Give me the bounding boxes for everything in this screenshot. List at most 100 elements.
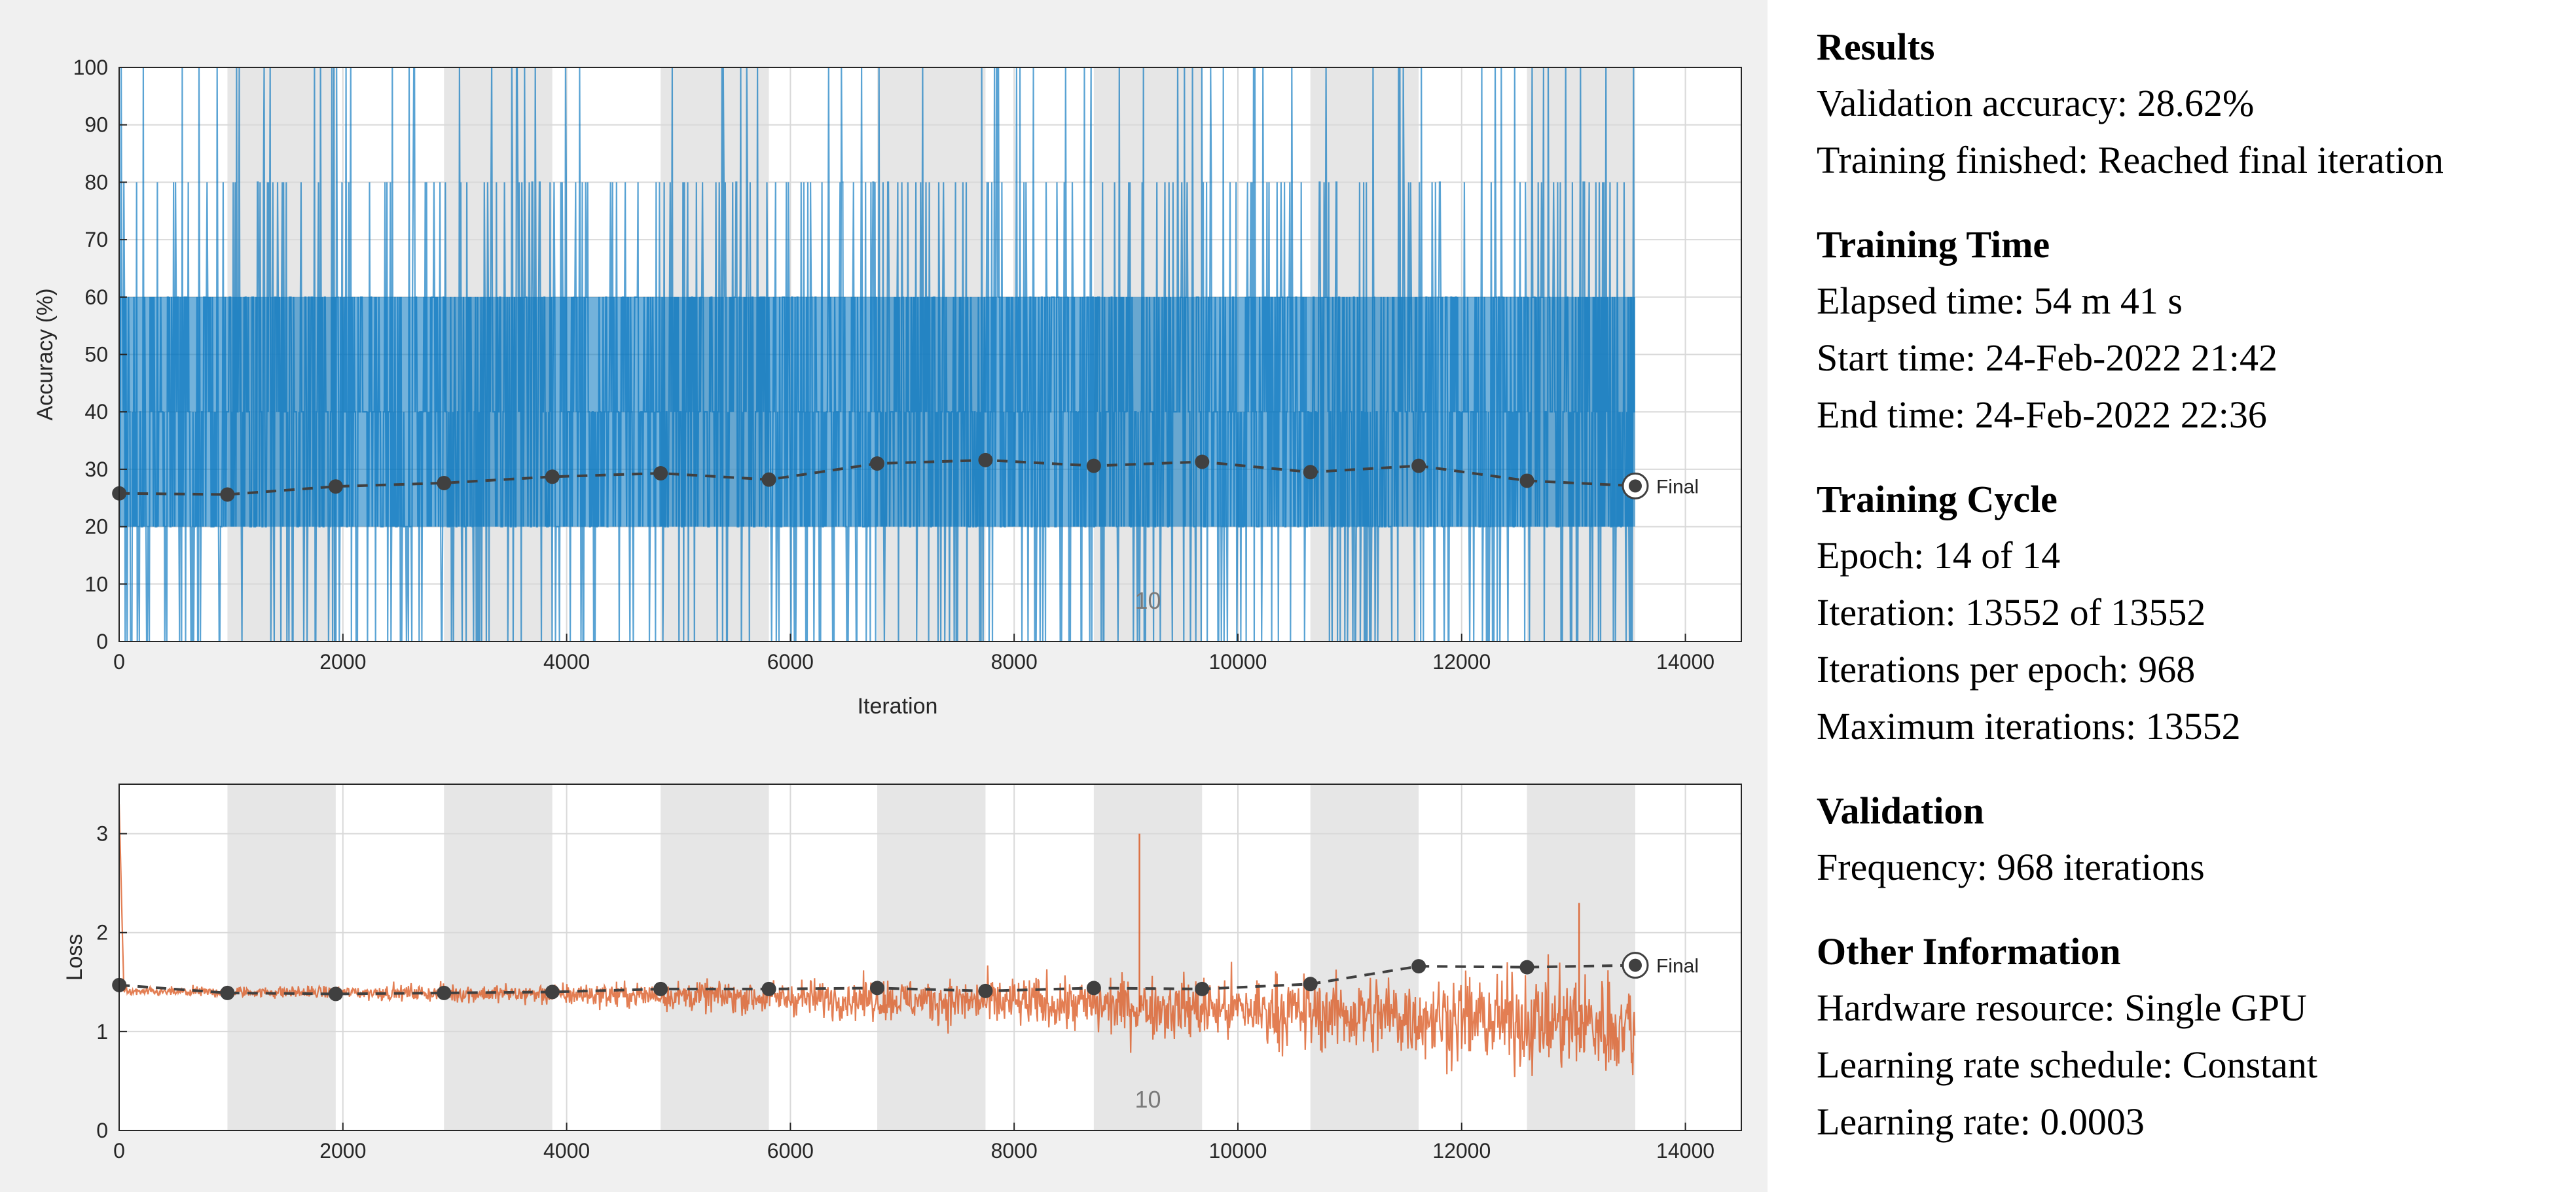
info-line: Training finished: Reached final iterati… — [1817, 139, 2444, 181]
y-tick-label: 10 — [84, 572, 108, 596]
validation-point — [328, 986, 343, 1002]
info-heading: Training Time — [1817, 223, 2050, 266]
y-tick-label: 30 — [84, 458, 108, 481]
validation-point — [545, 984, 560, 1000]
epoch-band — [661, 784, 769, 1130]
epoch-label: 10 — [1135, 587, 1161, 614]
y-tick-label: 100 — [73, 56, 108, 79]
y-axis-label: Accuracy (%) — [33, 288, 58, 420]
info-section-training-time: Training Time Elapsed time: 54 m 41 s Star… — [1817, 217, 2569, 443]
epoch-band — [1093, 784, 1203, 1130]
validation-point — [653, 981, 668, 996]
x-tick-label: 10000 — [1208, 650, 1267, 674]
epoch-label: 10 — [1135, 1086, 1161, 1113]
info-line: Maximum iterations: 13552 — [1817, 705, 2241, 748]
y-tick-label: 60 — [84, 285, 108, 309]
validation-point — [1411, 458, 1426, 473]
info-line: Hardware resource: Single GPU — [1817, 986, 2307, 1029]
x-tick-label: 12000 — [1432, 650, 1491, 674]
validation-point — [1411, 959, 1426, 974]
validation-point — [1519, 473, 1534, 488]
final-label: Final — [1656, 956, 1699, 977]
x-tick-label: 2000 — [319, 650, 366, 674]
x-tick-label: 6000 — [767, 1139, 814, 1163]
info-line: Elapsed time: 54 m 41 s — [1817, 280, 2183, 322]
info-line: Learning rate schedule: Constant — [1817, 1043, 2318, 1086]
y-tick-label: 40 — [84, 400, 108, 424]
info-line: Epoch: 14 of 14 — [1817, 534, 2061, 577]
validation-point — [328, 479, 343, 494]
validation-point — [1086, 458, 1101, 473]
y-tick-label: 50 — [84, 343, 108, 367]
validation-point — [978, 983, 993, 998]
info-line: Start time: 24-Feb-2022 21:42 — [1817, 336, 2277, 379]
epoch-band — [877, 784, 986, 1130]
info-section-other-information: Other Information Hardware resource: Sing… — [1817, 924, 2569, 1150]
info-section-validation: Validation Frequency: 968 iterations — [1817, 784, 2569, 895]
y-tick-label: 2 — [96, 921, 108, 945]
axes-box — [118, 784, 1742, 1131]
validation-point — [1195, 454, 1210, 469]
validation-point — [1195, 981, 1210, 996]
final-marker — [1628, 958, 1642, 972]
info-section-results: Results Validation accuracy: 28.62% Traini… — [1817, 20, 2569, 189]
validation-point — [869, 456, 884, 471]
y-tick-label: 1 — [96, 1020, 108, 1043]
y-tick-label: 70 — [84, 228, 108, 251]
epoch-band — [1310, 784, 1419, 1130]
info-line: Frequency: 968 iterations — [1817, 846, 2205, 888]
epoch-band — [1527, 784, 1635, 1130]
accuracy-plot: 10 Final 0 2000 4000 6000 8000 10000 12000 14000 0… — [33, 56, 1742, 719]
x-tick-label: 4000 — [543, 650, 590, 674]
info-line: End time: 24-Feb-2022 22:36 — [1817, 393, 2267, 436]
validation-point — [1519, 960, 1534, 975]
info-line: Validation accuracy: 28.62% — [1817, 82, 2255, 124]
validation-point — [545, 469, 560, 484]
training-progress-plots: 10 Final 0 2000 4000 6000 8000 10000 12000 14000 0… — [0, 0, 1768, 1192]
validation-point — [869, 981, 884, 996]
info-heading: Results — [1817, 26, 1935, 68]
info-section-training-cycle: Training Cycle Epoch: 14 of 14 Iteration: … — [1817, 472, 2569, 755]
x-tick-label: 12000 — [1432, 1139, 1491, 1163]
x-tick-label: 8000 — [991, 1139, 1038, 1163]
final-label: Final — [1656, 476, 1699, 497]
y-tick-label: 0 — [96, 1119, 108, 1142]
accuracy-dense-band — [119, 297, 1635, 527]
y-tick-label: 80 — [84, 170, 108, 194]
y-tick-label: 3 — [96, 822, 108, 846]
y-axis-label: Loss — [62, 934, 87, 981]
info-line: Learning rate: 0.0003 — [1817, 1100, 2145, 1143]
validation-point — [653, 466, 668, 481]
validation-point — [978, 452, 993, 467]
info-heading: Other Information — [1817, 930, 2121, 973]
x-tick-label: 14000 — [1656, 1139, 1714, 1163]
epoch-band — [444, 784, 553, 1130]
x-tick-label: 0 — [113, 650, 125, 674]
info-line: Iterations per epoch: 968 — [1817, 648, 2196, 691]
x-tick-label: 10000 — [1208, 1139, 1267, 1163]
validation-point — [761, 472, 776, 487]
epoch-band — [227, 784, 336, 1130]
validation-point — [220, 985, 235, 1000]
y-tick-label: 0 — [96, 630, 108, 653]
training-info-panel: Results Validation accuracy: 28.62% Traini… — [1817, 20, 2569, 1179]
validation-point — [437, 985, 452, 1000]
x-tick-label: 0 — [113, 1139, 125, 1163]
info-line: Iteration: 13552 of 13552 — [1817, 591, 2206, 634]
validation-point — [1303, 977, 1318, 992]
y-tick-label: 90 — [84, 113, 108, 137]
training-series — [119, 67, 1635, 641]
loss-plot: 10 Final 0 2000 4000 6000 8000 10000 12000 14000 0… — [62, 784, 1742, 1163]
validation-point — [761, 981, 776, 996]
validation-point — [437, 475, 452, 490]
y-tick-label: 20 — [84, 515, 108, 539]
validation-point — [1303, 465, 1318, 480]
info-heading: Validation — [1817, 789, 1984, 832]
x-tick-label: 6000 — [767, 650, 814, 674]
x-axis-label: Iteration — [858, 694, 938, 719]
x-tick-label: 4000 — [543, 1139, 590, 1163]
x-tick-label: 2000 — [319, 1139, 366, 1163]
validation-point — [1086, 981, 1101, 996]
info-heading: Training Cycle — [1817, 478, 2058, 520]
